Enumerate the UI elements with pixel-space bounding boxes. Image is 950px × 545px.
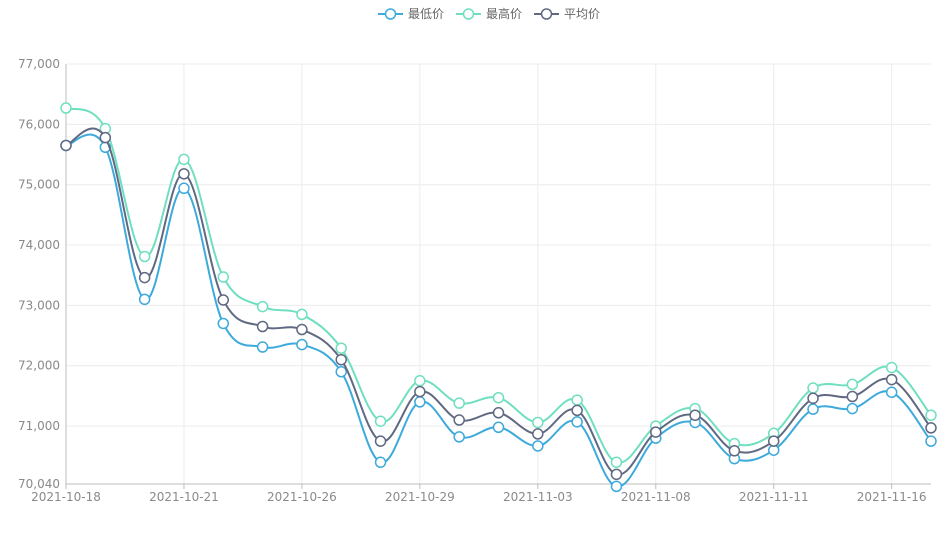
data-point	[492, 407, 505, 419]
data-point	[532, 428, 544, 440]
data-point	[885, 386, 898, 399]
data-point	[178, 168, 190, 180]
series-0	[60, 133, 937, 493]
data-point	[60, 139, 72, 152]
legend-item: 平均价	[534, 7, 600, 21]
data-point	[178, 153, 190, 166]
data-point	[532, 416, 544, 429]
data-point	[532, 440, 544, 452]
data-point	[610, 468, 623, 481]
data-point	[925, 422, 937, 434]
data-point	[414, 375, 426, 387]
data-point	[217, 294, 230, 306]
x-tick-label: 2021-11-08	[621, 490, 691, 504]
data-point	[610, 456, 623, 469]
y-tick-label: 74,000	[18, 238, 60, 252]
data-point	[885, 373, 898, 386]
data-point	[178, 182, 190, 195]
legend-marker	[540, 8, 553, 20]
data-point	[414, 396, 426, 408]
data-point	[256, 300, 269, 313]
y-tick-label: 73,000	[18, 298, 60, 312]
data-point	[335, 342, 347, 354]
data-point	[846, 390, 859, 403]
legend-label: 最低价	[408, 7, 444, 21]
data-point	[256, 341, 269, 353]
data-point	[571, 416, 583, 428]
data-point	[335, 366, 347, 378]
data-point	[296, 308, 308, 321]
legend-item: 最高价	[456, 6, 522, 21]
legend-label: 最高价	[486, 6, 522, 21]
data-point	[492, 391, 505, 404]
data-point	[846, 378, 859, 391]
data-point	[728, 445, 741, 457]
data-point	[374, 456, 387, 469]
data-point	[138, 250, 151, 263]
data-point	[256, 320, 269, 333]
x-tick-label: 2021-11-11	[739, 490, 809, 504]
data-point	[374, 415, 387, 427]
data-point	[99, 131, 112, 144]
data-point	[650, 426, 662, 438]
data-point	[335, 353, 347, 366]
legend: 最低价 最高价 平均价	[378, 6, 600, 21]
data-point	[492, 421, 505, 434]
data-point	[925, 409, 937, 421]
x-tick-label: 2021-10-18	[31, 490, 101, 504]
data-point	[571, 394, 583, 406]
data-point	[571, 404, 583, 417]
data-point	[767, 435, 780, 447]
data-point	[296, 323, 308, 336]
data-point	[453, 414, 465, 426]
y-tick-label: 76,000	[18, 117, 60, 131]
series-line	[65, 133, 932, 488]
data-point	[217, 271, 230, 283]
data-point	[846, 402, 859, 415]
data-point	[807, 403, 819, 415]
x-tick-label: 2021-11-16	[857, 490, 927, 504]
data-point	[138, 293, 151, 306]
grid-lines	[65, 63, 931, 484]
x-tick-label: 2021-10-29	[385, 490, 455, 504]
legend-label: 平均价	[564, 7, 600, 21]
data-point	[217, 317, 230, 330]
data-point	[453, 397, 465, 409]
y-tick-label: 71,000	[18, 419, 60, 433]
data-point	[60, 102, 72, 114]
data-point	[807, 392, 819, 405]
data-point	[138, 271, 151, 284]
legend-item: 最低价	[378, 7, 444, 21]
x-tick-label: 2021-10-26	[267, 490, 337, 504]
data-point	[885, 361, 898, 374]
y-tick-label: 72,000	[18, 359, 60, 373]
data-point	[807, 382, 819, 394]
y-tick-label: 70,040	[18, 477, 60, 491]
data-point	[689, 409, 701, 421]
legend-marker	[462, 8, 475, 20]
data-point	[296, 338, 308, 351]
y-tick-label: 77,000	[18, 57, 60, 71]
data-point	[610, 480, 623, 493]
data-point	[925, 435, 937, 447]
series-2	[60, 127, 937, 481]
series-1	[60, 102, 937, 469]
data-point	[414, 385, 426, 398]
legend-marker	[384, 8, 397, 20]
y-tick-label: 75,000	[18, 178, 60, 192]
data-point	[453, 431, 465, 443]
x-tick-label: 2021-10-21	[149, 490, 219, 504]
x-tick-label: 2021-11-03	[503, 490, 573, 504]
data-point	[374, 435, 387, 447]
